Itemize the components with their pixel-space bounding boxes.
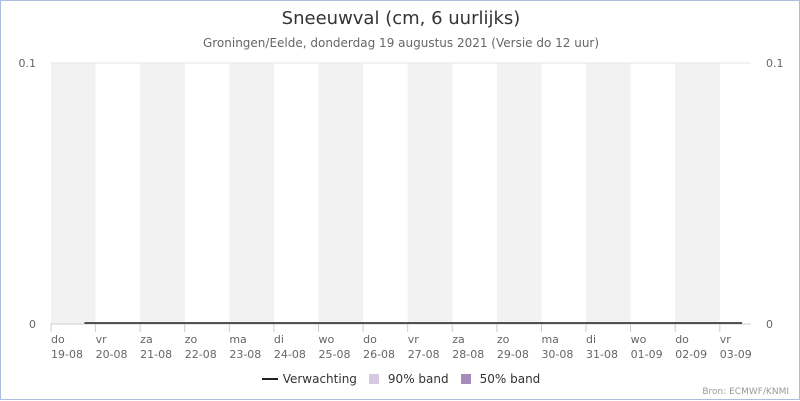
x-tick-label-date: 03-09 — [720, 348, 752, 361]
legend-label-90-band: 90% band — [387, 372, 449, 386]
x-tick-label-date: 19-08 — [51, 348, 83, 361]
x-tick-label-date: 26-08 — [363, 348, 395, 361]
x-tick-label-date: 02-09 — [675, 348, 707, 361]
day-shade-band — [318, 63, 364, 324]
day-shade-band — [586, 63, 631, 324]
chart-title: Sneeuwval (cm, 6 uurlijks) — [281, 8, 521, 29]
x-tick-label-date: 25-08 — [319, 348, 351, 361]
day-shade-band — [407, 63, 453, 324]
x-tick-label-day: vr — [408, 333, 420, 346]
x-tick-label-day: ma — [229, 333, 246, 346]
day-shade-band — [229, 63, 274, 324]
y-tick-label-left: 0.1 — [19, 57, 37, 70]
chart-subtitle: Groningen/Eelde, donderdag 19 augustus 2… — [202, 36, 600, 50]
x-tick-label-date: 01-09 — [631, 348, 663, 361]
x-tick-label-day: vr — [96, 333, 108, 346]
x-tick-label-date: 28-08 — [452, 348, 484, 361]
day-shade-band — [496, 63, 542, 324]
x-tick-label-day: di — [586, 333, 596, 346]
legend: Verwachting 90% band 50% band — [1, 372, 800, 386]
day-shade-band — [51, 63, 96, 324]
y-tick-label-left: 0 — [29, 318, 36, 331]
day-shade-band — [140, 63, 185, 324]
x-tick-label-date: 27-08 — [408, 348, 440, 361]
legend-label-verwachting: Verwachting — [282, 372, 357, 386]
legend-item-50-band[interactable]: 50% band — [460, 372, 541, 386]
x-tick-label-date: 31-08 — [586, 348, 618, 361]
x-tick-label-day: do — [675, 333, 689, 346]
x-tick-label-day: di — [274, 333, 284, 346]
x-tick-label-day: do — [51, 333, 65, 346]
x-tick-label-day: zo — [185, 333, 198, 346]
x-tick-label-date: 21-08 — [140, 348, 172, 361]
x-tick-label-day: zo — [497, 333, 510, 346]
x-tick-label-day: wo — [631, 333, 647, 346]
x-tick-label-date: 22-08 — [185, 348, 217, 361]
legend-label-50-band: 50% band — [479, 372, 541, 386]
legend-swatch-50 — [460, 374, 471, 384]
x-tick-label-date: 20-08 — [96, 348, 128, 361]
y-tick-label-right: 0 — [766, 318, 773, 331]
day-shade-band — [675, 63, 720, 324]
x-tick-label-day: wo — [319, 333, 335, 346]
x-tick-label-day: za — [140, 333, 153, 346]
x-tick-label-date: 29-08 — [497, 348, 529, 361]
x-tick-label-date: 23-08 — [229, 348, 261, 361]
x-tick-label-day: do — [363, 333, 377, 346]
legend-swatch-90 — [368, 374, 379, 384]
y-tick-label-right: 0.1 — [766, 57, 784, 70]
legend-item-90-band[interactable]: 90% band — [368, 372, 449, 386]
x-tick-label-day: ma — [541, 333, 558, 346]
legend-swatch-line — [261, 378, 278, 380]
credits-text[interactable]: Bron: ECMWF/KNMI — [702, 387, 789, 397]
x-tick-label-day: za — [452, 333, 465, 346]
x-tick-label-day: vr — [720, 333, 732, 346]
x-tick-label-date: 24-08 — [274, 348, 306, 361]
x-tick-label-date: 30-08 — [541, 348, 573, 361]
legend-item-verwachting[interactable]: Verwachting — [261, 372, 357, 386]
